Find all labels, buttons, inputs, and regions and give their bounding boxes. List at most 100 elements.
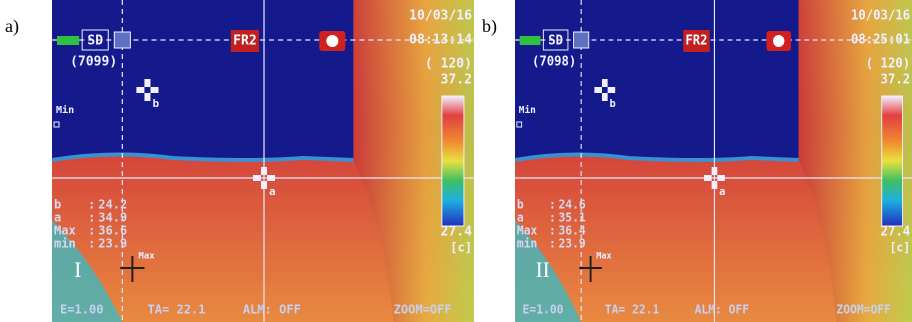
reading-sep: :	[88, 211, 95, 225]
cursor	[267, 175, 276, 181]
reading-key: min	[517, 236, 537, 250]
reading-key: Max	[517, 223, 537, 237]
reading-sep: :	[549, 223, 556, 237]
reading-key: a	[54, 211, 61, 225]
status-text: ZOOM=OFF	[836, 302, 891, 316]
reading-value: 24.6	[558, 197, 585, 211]
cursor	[601, 93, 608, 101]
max-marker: Max	[596, 251, 612, 261]
status-text: TA= 22.1	[605, 302, 660, 316]
min-marker: Min	[56, 104, 74, 116]
reading-value: 23.9	[558, 236, 585, 250]
cursor	[136, 87, 145, 93]
cursor	[607, 87, 616, 93]
status-text: ALM: OFF	[243, 303, 301, 317]
date: 10/03/16	[851, 7, 910, 22]
sd-box	[81, 29, 109, 51]
cool-edge	[515, 220, 582, 322]
reading-value: 24.2	[98, 198, 127, 212]
reading-sep: :	[549, 236, 556, 250]
color-bar	[441, 95, 465, 227]
battery-icon	[519, 36, 541, 45]
time: 08:25:01	[851, 31, 910, 46]
sd-box	[542, 29, 569, 51]
cursor	[260, 167, 268, 175]
spot-a-label: a	[719, 185, 725, 198]
reading-key: a	[517, 210, 524, 224]
reading-value: 36.4	[558, 223, 585, 237]
arm-region	[353, 0, 474, 322]
cursor	[601, 79, 608, 87]
cursor	[594, 87, 602, 93]
camera-lens	[326, 35, 339, 47]
arm-region	[798, 0, 912, 322]
unit: [c]	[890, 240, 910, 254]
thermal-image: SD (7099) FR2 10/03/16 08:13:14 ( 120)37.2 27.…	[52, 0, 474, 322]
reading-sep: :	[88, 198, 95, 212]
reading-value: 36.6	[98, 224, 127, 238]
reading-sep: :	[88, 224, 95, 238]
reading-key: b	[517, 197, 524, 211]
image-counter: (7099)	[70, 55, 117, 70]
min-temp: 27.4	[441, 225, 473, 240]
sd-label: SD	[548, 32, 563, 47]
roman-label: II	[536, 258, 550, 283]
status-text: ZOOM=OFF	[394, 303, 452, 317]
cursor	[711, 181, 718, 189]
reading-key: Max	[54, 224, 76, 238]
min-marker-box	[516, 121, 523, 128]
reading-sep: :	[88, 237, 95, 251]
spot-a-label: a	[269, 185, 276, 198]
status-text: ALM: OFF	[695, 302, 750, 316]
max-marker: Max	[138, 252, 155, 262]
edge-glow	[52, 152, 354, 162]
mode-label: FR2	[233, 34, 257, 49]
spot-b-label: b	[610, 97, 616, 110]
range: ( 120)	[866, 55, 910, 70]
min-temp: 27.4	[881, 223, 911, 238]
reading-value: 35.1	[558, 210, 585, 224]
card-icon	[573, 31, 590, 49]
cursor	[252, 175, 261, 181]
reading-value: 34.9	[98, 211, 127, 225]
unit: [c]	[450, 241, 472, 255]
thermal-image: SD (7098) FR2 10/03/16 08:25:01 ( 120)37.2 27.…	[515, 0, 912, 322]
reading-key: b	[54, 198, 61, 212]
battery-icon	[57, 36, 80, 45]
status-text: TA= 22.1	[147, 303, 205, 317]
cursor	[717, 175, 725, 181]
date: 10/03/16	[409, 9, 472, 24]
spot-b-label: b	[152, 97, 159, 110]
status-text: E=1.00	[60, 303, 104, 317]
min-marker-box	[53, 121, 60, 128]
sd-label: SD	[87, 34, 103, 49]
reading-value: 23.9	[98, 237, 127, 251]
cursor	[144, 79, 151, 87]
time: 08:13:14	[409, 33, 472, 48]
mode-box	[230, 30, 259, 52]
max-temp: 37.2	[881, 71, 911, 86]
card-icon	[113, 31, 131, 49]
cursor	[144, 93, 151, 101]
edge-glow	[515, 152, 799, 162]
min-marker: Min	[519, 104, 536, 116]
image-counter: (7098)	[532, 53, 576, 68]
cool-edge	[52, 220, 123, 322]
reading-sep: :	[549, 197, 556, 211]
range: ( 120)	[425, 57, 472, 72]
max-temp: 37.2	[441, 73, 472, 88]
color-bar	[881, 95, 904, 227]
mode-label: FR2	[685, 32, 707, 47]
camera-lens	[773, 35, 785, 47]
roman-label: I	[74, 257, 81, 282]
reading-sep: :	[549, 210, 556, 224]
panel-label: b)	[482, 16, 497, 37]
cursor	[704, 175, 712, 181]
cursor	[260, 181, 268, 189]
cursor	[711, 167, 718, 175]
panel-label: a)	[5, 16, 19, 37]
reading-key: min	[54, 237, 76, 251]
status-text: E=1.00	[523, 302, 564, 316]
